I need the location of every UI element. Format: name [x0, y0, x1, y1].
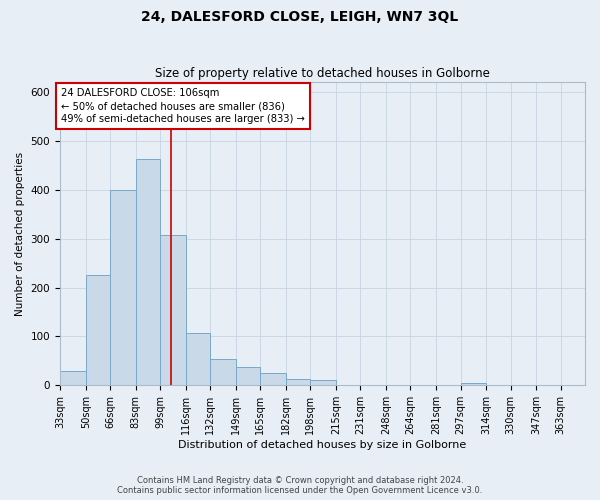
Bar [160, 234, 186, 386]
Bar [461, 383, 487, 386]
Bar [136, 159, 160, 386]
Bar [110, 190, 136, 386]
Text: 24, DALESFORD CLOSE, LEIGH, WN7 3QL: 24, DALESFORD CLOSE, LEIGH, WN7 3QL [142, 10, 458, 24]
Text: Contains HM Land Registry data © Crown copyright and database right 2024.
Contai: Contains HM Land Registry data © Crown c… [118, 476, 482, 495]
Y-axis label: Number of detached properties: Number of detached properties [15, 152, 25, 316]
Bar [260, 372, 286, 386]
Bar [86, 276, 110, 386]
Bar [286, 380, 310, 386]
Bar [310, 380, 336, 386]
Bar [60, 370, 86, 386]
Bar [186, 332, 210, 386]
Text: 24 DALESFORD CLOSE: 106sqm
← 50% of detached houses are smaller (836)
49% of sem: 24 DALESFORD CLOSE: 106sqm ← 50% of deta… [61, 88, 305, 124]
Bar [236, 367, 260, 386]
Title: Size of property relative to detached houses in Golborne: Size of property relative to detached ho… [155, 66, 490, 80]
Bar [210, 360, 236, 386]
X-axis label: Distribution of detached houses by size in Golborne: Distribution of detached houses by size … [178, 440, 467, 450]
